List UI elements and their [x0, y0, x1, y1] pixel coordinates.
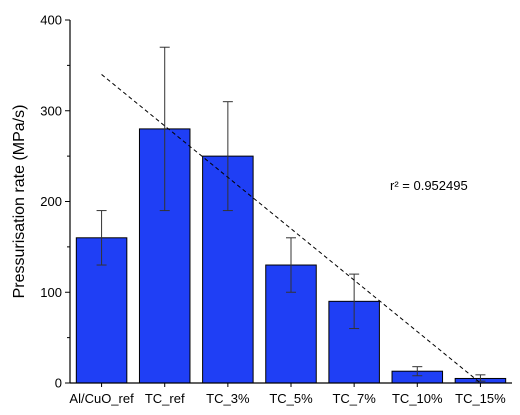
- r-squared-annotation: r² = 0.952495: [390, 178, 468, 193]
- error-bar-5: [412, 366, 423, 377]
- x-tick-label-3: TC_5%: [269, 391, 313, 406]
- y-tick-label-200: 200: [40, 194, 62, 209]
- y-axis-title: Pressurisation rate (MPa/s): [11, 105, 28, 299]
- error-bar-1: [159, 46, 170, 212]
- error-bar-4: [349, 273, 360, 330]
- x-tick-label-0: Al/CuO_ref: [69, 391, 134, 406]
- error-bar-2: [222, 101, 233, 212]
- x-tick-label-1: TC_ref: [145, 391, 185, 406]
- error-bar-6: [475, 374, 486, 382]
- y-tick-label-100: 100: [40, 285, 62, 300]
- y-tick-label-300: 300: [40, 103, 62, 118]
- y-tick-label-400: 400: [40, 13, 62, 28]
- trendline: [101, 74, 481, 384]
- y-tick-label-0: 0: [55, 376, 62, 391]
- x-tick-label-2: TC_3%: [206, 391, 250, 406]
- x-tick-label-5: TC_10%: [392, 391, 443, 406]
- x-tick-label-4: TC_7%: [332, 391, 376, 406]
- x-tick-label-6: TC_15%: [455, 391, 506, 406]
- error-bar-0: [96, 210, 107, 266]
- error-bar-3: [286, 237, 296, 293]
